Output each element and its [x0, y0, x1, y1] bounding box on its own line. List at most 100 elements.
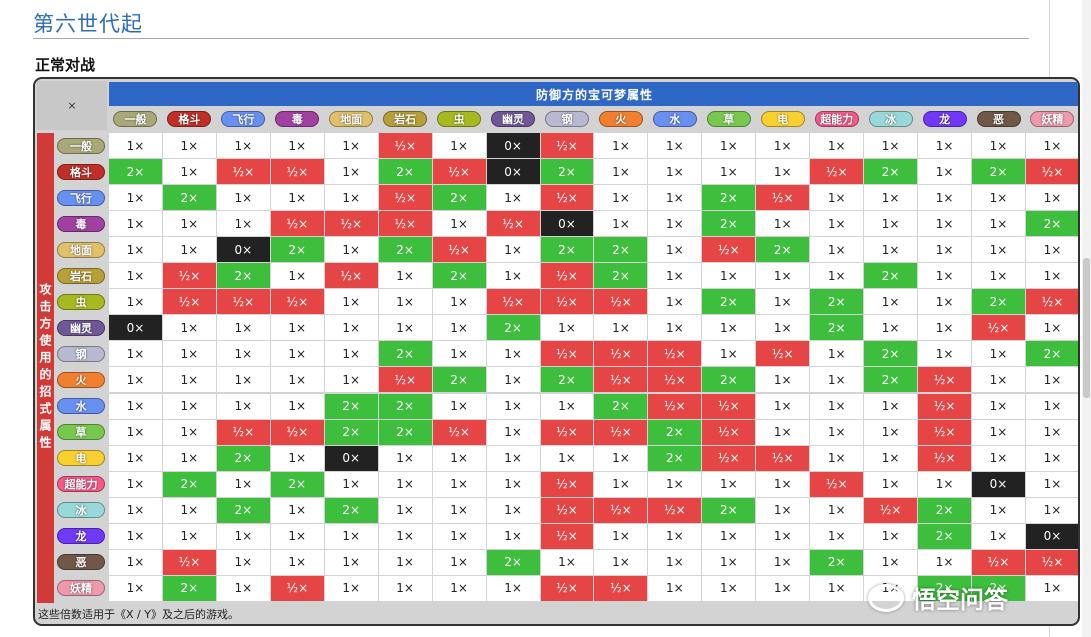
- row-head-9[interactable]: 火: [55, 367, 107, 392]
- matrix-cell: ½×: [162, 549, 216, 575]
- col-head-9[interactable]: 火: [594, 107, 647, 131]
- type-badge[interactable]: 龙: [57, 528, 105, 545]
- row-head-11[interactable]: 草: [55, 420, 107, 445]
- col-head-15[interactable]: 龙: [918, 107, 971, 131]
- type-badge[interactable]: 地面: [57, 241, 105, 258]
- type-badge[interactable]: 电: [57, 450, 105, 467]
- col-head-16[interactable]: 恶: [972, 107, 1025, 131]
- watermark: 悟空问答: [868, 580, 1008, 615]
- type-badge[interactable]: 虫: [57, 293, 105, 310]
- type-badge[interactable]: 格斗: [57, 163, 105, 180]
- col-head-2[interactable]: 飞行: [217, 107, 270, 131]
- col-head-14[interactable]: 冰: [864, 107, 917, 131]
- col-head-6[interactable]: 虫: [433, 107, 486, 131]
- type-badge[interactable]: 一般: [57, 137, 105, 154]
- row-head-1[interactable]: 格斗: [55, 159, 107, 184]
- matrix-cell: 1×: [1025, 263, 1078, 289]
- row-head-6[interactable]: 虫: [55, 289, 107, 314]
- type-badge[interactable]: 超能力: [57, 476, 105, 493]
- col-head-13[interactable]: 超能力: [810, 107, 863, 131]
- type-badge[interactable]: 超能力: [814, 111, 859, 127]
- type-badge[interactable]: 飞行: [221, 111, 266, 127]
- col-head-3[interactable]: 毒: [271, 107, 324, 131]
- matrix-cell: 1×: [109, 419, 162, 445]
- col-head-5[interactable]: 岩石: [379, 107, 432, 131]
- row-head-12[interactable]: 电: [55, 446, 107, 471]
- row-head-17[interactable]: 妖精: [55, 576, 107, 601]
- matrix-cell: ½×: [162, 263, 216, 289]
- matrix-cell: 1×: [864, 237, 918, 263]
- matrix-cell: 1×: [324, 341, 378, 367]
- col-head-8[interactable]: 钢: [541, 107, 594, 131]
- scrollbar-thumb[interactable]: [1083, 258, 1090, 398]
- type-badge[interactable]: 格斗: [167, 111, 212, 127]
- matrix-cell: 1×: [216, 523, 270, 549]
- matrix-cell: ½×: [756, 185, 810, 211]
- matrix-cell: ½×: [594, 575, 648, 601]
- type-badge[interactable]: 火: [57, 371, 105, 388]
- matrix-cell: 2×: [972, 159, 1025, 185]
- type-badge[interactable]: 龙: [922, 111, 967, 127]
- matrix-cell: 1×: [109, 237, 162, 263]
- type-badge[interactable]: 恶: [57, 554, 105, 571]
- col-head-7[interactable]: 幽灵: [487, 107, 540, 131]
- type-badge[interactable]: 草: [57, 424, 105, 441]
- col-head-12[interactable]: 电: [756, 107, 809, 131]
- matrix-cell: 2×: [540, 237, 594, 263]
- matrix-cell: 1×: [486, 393, 540, 419]
- type-badge[interactable]: 水: [57, 398, 105, 415]
- type-badge[interactable]: 草: [706, 111, 751, 127]
- type-badge[interactable]: 地面: [329, 111, 374, 127]
- matrix-cell: 1×: [324, 523, 378, 549]
- row-head-2[interactable]: 飞行: [55, 185, 107, 210]
- type-badge[interactable]: 水: [652, 111, 697, 127]
- type-badge[interactable]: 岩石: [57, 267, 105, 284]
- row-head-0[interactable]: 一般: [55, 133, 107, 158]
- matrix-cell: 1×: [486, 263, 540, 289]
- type-badge[interactable]: 冰: [868, 111, 913, 127]
- matrix-cell: 2×: [702, 497, 756, 523]
- matrix-cell: 2×: [702, 289, 756, 315]
- footer-note: 这些倍数适用于《X / Y》及之后的游戏。: [38, 608, 239, 621]
- row-head-7[interactable]: 幽灵: [55, 315, 107, 340]
- type-badge[interactable]: 钢: [57, 345, 105, 362]
- type-badge[interactable]: 飞行: [57, 189, 105, 206]
- type-badge[interactable]: 电: [760, 111, 805, 127]
- type-badge[interactable]: 幽灵: [57, 319, 105, 336]
- type-badge[interactable]: 火: [598, 111, 643, 127]
- col-head-11[interactable]: 草: [702, 107, 755, 131]
- row-head-13[interactable]: 超能力: [55, 472, 107, 497]
- matrix-cell: ½×: [594, 497, 648, 523]
- matrix-cell: 1×: [756, 471, 810, 497]
- col-head-0[interactable]: 一般: [109, 107, 162, 131]
- row-head-3[interactable]: 毒: [55, 211, 107, 236]
- matrix-cell: 1×: [810, 419, 864, 445]
- matrix-cell: 2×: [1025, 211, 1078, 237]
- type-badge[interactable]: 毒: [275, 111, 320, 127]
- col-head-1[interactable]: 格斗: [163, 107, 216, 131]
- type-badge[interactable]: 钢: [544, 111, 589, 127]
- row-head-8[interactable]: 钢: [55, 341, 107, 366]
- type-badge[interactable]: 妖精: [1030, 111, 1075, 127]
- row-head-10[interactable]: 水: [55, 394, 107, 419]
- type-badge[interactable]: 冰: [57, 502, 105, 519]
- row-head-4[interactable]: 地面: [55, 237, 107, 262]
- type-badge[interactable]: 毒: [57, 215, 105, 232]
- attacker-header: 攻击方使用的招式属性: [37, 133, 54, 603]
- col-head-10[interactable]: 水: [648, 107, 701, 131]
- matrix-cell: 1×: [540, 393, 594, 419]
- type-badge[interactable]: 虫: [437, 111, 482, 127]
- col-head-17[interactable]: 妖精: [1026, 107, 1078, 131]
- type-badge[interactable]: 岩石: [383, 111, 428, 127]
- row-head-14[interactable]: 冰: [55, 498, 107, 523]
- row-head-5[interactable]: 岩石: [55, 263, 107, 288]
- type-badge[interactable]: 幽灵: [491, 111, 536, 127]
- type-badge[interactable]: 一般: [113, 111, 158, 127]
- matrix-cell: 1×: [648, 289, 702, 315]
- type-badge[interactable]: 妖精: [57, 580, 105, 597]
- matrix-cell: 1×: [324, 315, 378, 341]
- row-head-15[interactable]: 龙: [55, 524, 107, 549]
- row-head-16[interactable]: 恶: [55, 550, 107, 575]
- type-badge[interactable]: 恶: [976, 111, 1021, 127]
- col-head-4[interactable]: 地面: [325, 107, 378, 131]
